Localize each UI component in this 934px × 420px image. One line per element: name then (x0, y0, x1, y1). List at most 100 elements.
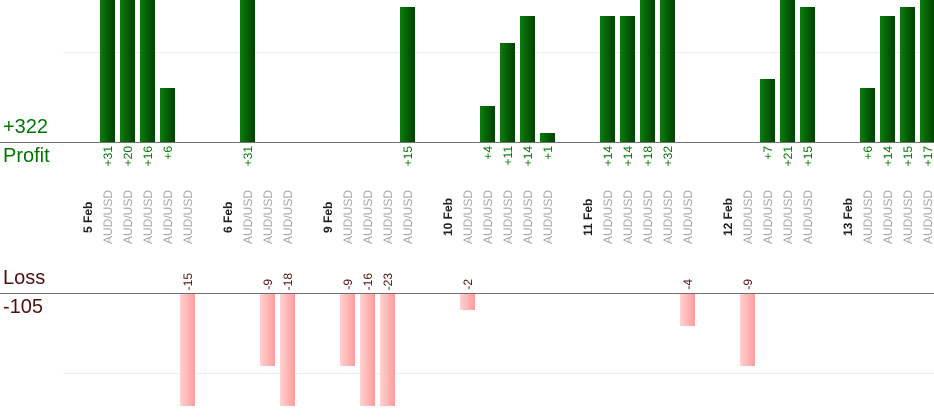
profit-bar (100, 0, 115, 142)
symbol-label: AUD/USD (901, 190, 915, 245)
profit-value-label: +16 (141, 146, 155, 167)
symbol-label: AUD/USD (341, 190, 355, 245)
symbol-label: AUD/USD (501, 190, 515, 245)
loss-value-label: -9 (741, 279, 755, 290)
symbol-label: AUD/USD (601, 190, 615, 245)
profit-value-label: +17 (921, 146, 934, 167)
profit-value-label: +31 (241, 146, 255, 167)
symbol-label: AUD/USD (181, 190, 195, 245)
profit-bar (760, 79, 775, 142)
loss-bar (340, 294, 355, 366)
symbol-label: AUD/USD (521, 190, 535, 245)
symbol-label: AUD/USD (881, 190, 895, 245)
symbol-label: AUD/USD (741, 190, 755, 245)
symbol-label: AUD/USD (381, 190, 395, 245)
profit-value-label: +32 (661, 146, 675, 167)
profit-axis-label: Profit (3, 145, 50, 167)
symbol-label: AUD/USD (921, 190, 934, 245)
symbol-label: AUD/USD (781, 190, 795, 245)
profit-bar (620, 16, 635, 142)
date-label: 5 Feb (81, 201, 95, 233)
loss-axis-label: Loss (3, 267, 46, 289)
profit-bar (900, 7, 915, 142)
profit-value-label: +15 (401, 146, 415, 167)
loss-value-label: -15 (181, 272, 195, 290)
profit-bar (160, 88, 175, 142)
profit-value-label: +14 (521, 146, 535, 167)
profit-value-label: +14 (621, 146, 635, 167)
symbol-label: AUD/USD (641, 190, 655, 245)
symbol-label: AUD/USD (141, 190, 155, 245)
symbol-label: AUD/USD (541, 190, 555, 245)
symbol-label: AUD/USD (121, 190, 135, 245)
loss-value-label: -18 (281, 272, 295, 290)
loss-value-label: -4 (681, 279, 695, 290)
date-label: 13 Feb (841, 198, 855, 237)
profit-bar (780, 0, 795, 142)
profit-value-label: +14 (601, 146, 615, 167)
profit-bar (920, 0, 934, 142)
profit-value-label: +20 (121, 146, 135, 167)
loss-bar (460, 294, 475, 310)
loss-value-label: -9 (341, 279, 355, 290)
date-label: 11 Feb (581, 198, 595, 236)
profit-axis-line (0, 142, 934, 143)
profit-bar (540, 133, 555, 142)
profit-value-label: +15 (801, 146, 815, 167)
symbol-label: AUD/USD (861, 190, 875, 245)
profit-value-label: +31 (101, 146, 115, 167)
profit-bar (880, 16, 895, 142)
loss-bar (280, 294, 295, 406)
symbol-label: AUD/USD (281, 190, 295, 245)
loss-total-label: -105 (3, 296, 44, 318)
profit-bar (520, 16, 535, 142)
symbol-label: AUD/USD (461, 190, 475, 245)
profit-bar (860, 88, 875, 142)
profit-value-label: +6 (161, 146, 175, 160)
loss-gridline (63, 373, 934, 374)
profit-bar (800, 7, 815, 142)
profit-value-label: +15 (901, 146, 915, 167)
profit-value-label: +11 (501, 146, 515, 166)
symbol-label: AUD/USD (401, 190, 415, 245)
symbol-label: AUD/USD (361, 190, 375, 245)
symbol-label: AUD/USD (661, 190, 675, 245)
profit-gridline (63, 52, 934, 53)
symbol-label: AUD/USD (261, 190, 275, 245)
profit-total-label: +322 (3, 116, 49, 138)
profit-value-label: +6 (861, 146, 875, 160)
symbol-label: AUD/USD (101, 190, 115, 245)
loss-value-label: -2 (461, 279, 475, 290)
symbol-label: AUD/USD (761, 190, 775, 245)
loss-axis-line (0, 293, 934, 294)
loss-value-label: -16 (361, 272, 375, 290)
symbol-label: AUD/USD (621, 190, 635, 245)
symbol-label: AUD/USD (681, 190, 695, 245)
date-label: 9 Feb (321, 201, 335, 233)
symbol-label: AUD/USD (481, 190, 495, 245)
profit-bar (240, 0, 255, 142)
profit-bar (480, 106, 495, 142)
profit-bar (640, 0, 655, 142)
profit-bar (500, 43, 515, 142)
loss-bar (680, 294, 695, 326)
profit-value-label: +4 (481, 146, 495, 160)
profit-bar (400, 7, 415, 142)
loss-bar (180, 294, 195, 406)
symbol-label: AUD/USD (161, 190, 175, 245)
profit-bar (120, 0, 135, 142)
profit-value-label: +14 (881, 146, 895, 167)
loss-bar (740, 294, 755, 366)
loss-value-label: -23 (381, 272, 395, 290)
loss-bar (360, 294, 375, 406)
date-label: 10 Feb (441, 198, 455, 237)
date-label: 6 Feb (221, 201, 235, 233)
profit-value-label: +1 (541, 146, 555, 160)
symbol-label: AUD/USD (241, 190, 255, 245)
profit-bar (600, 16, 615, 142)
loss-bar (380, 294, 395, 406)
loss-bar (260, 294, 275, 366)
profit-value-label: +18 (641, 146, 655, 167)
profit-bar (140, 0, 155, 142)
